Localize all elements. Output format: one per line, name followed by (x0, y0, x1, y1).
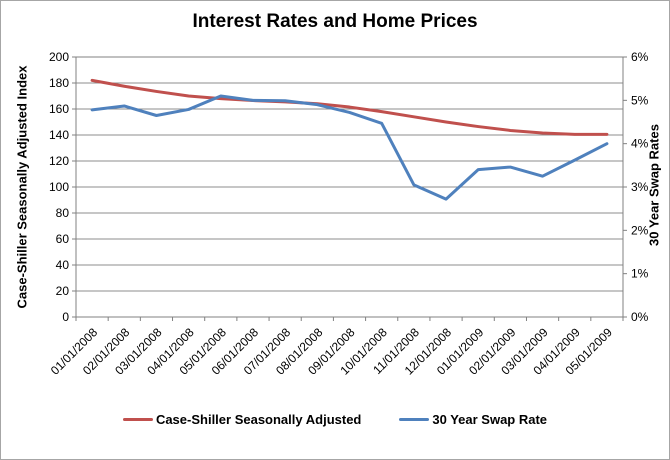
right-axis-tick-label: 0% (631, 310, 649, 324)
plot-border (75, 56, 624, 318)
right-axis-tick-label: 4% (631, 137, 649, 151)
left-axis-tick-label: 200 (49, 50, 69, 64)
legend-item-swap-rate: 30 Year Swap Rate (399, 412, 547, 427)
right-axis-title: 30 Year Swap Rates (646, 124, 662, 246)
right-axis-tick-label: 5% (631, 93, 649, 107)
left-axis-tick-label: 80 (56, 206, 70, 220)
left-axis-tick-label: 140 (49, 128, 69, 142)
legend-label-case-shiller: Case-Shiller Seasonally Adjusted (155, 412, 362, 427)
left-axis-tick-label: 0 (62, 310, 69, 324)
left-axis-tick-label: 100 (49, 180, 69, 194)
legend: Case-Shiller Seasonally Adjusted 30 Year… (1, 412, 669, 427)
legend-line-sample-swap-rate (399, 418, 430, 421)
left-axis-tick-label: 60 (56, 232, 70, 246)
left-axis-tick-label: 120 (49, 154, 69, 168)
right-axis-tick-label: 3% (631, 180, 649, 194)
right-axis-tick-label: 6% (631, 50, 649, 64)
legend-item-case-shiller: Case-Shiller Seasonally Adjusted (122, 412, 362, 427)
left-axis-title: Case-Shiller Seasonally Adjusted Index (14, 65, 30, 309)
left-axis-tick-label: 180 (49, 76, 69, 90)
right-axis-tick-label: 1% (631, 267, 649, 281)
left-axis-tick-label: 40 (56, 258, 70, 272)
right-axis-tick-label: 2% (631, 223, 649, 237)
left-axis-tick-label: 160 (49, 102, 69, 116)
legend-line-sample-case-shiller (122, 418, 153, 421)
series-line-swap-rate (90, 94, 609, 201)
left-axis-tick-label: 20 (56, 284, 70, 298)
series-line-case-shiller (90, 78, 609, 136)
chart-title: Interest Rates and Home Prices (192, 11, 478, 32)
legend-label-swap-rate: 30 Year Swap Rate (432, 412, 548, 427)
